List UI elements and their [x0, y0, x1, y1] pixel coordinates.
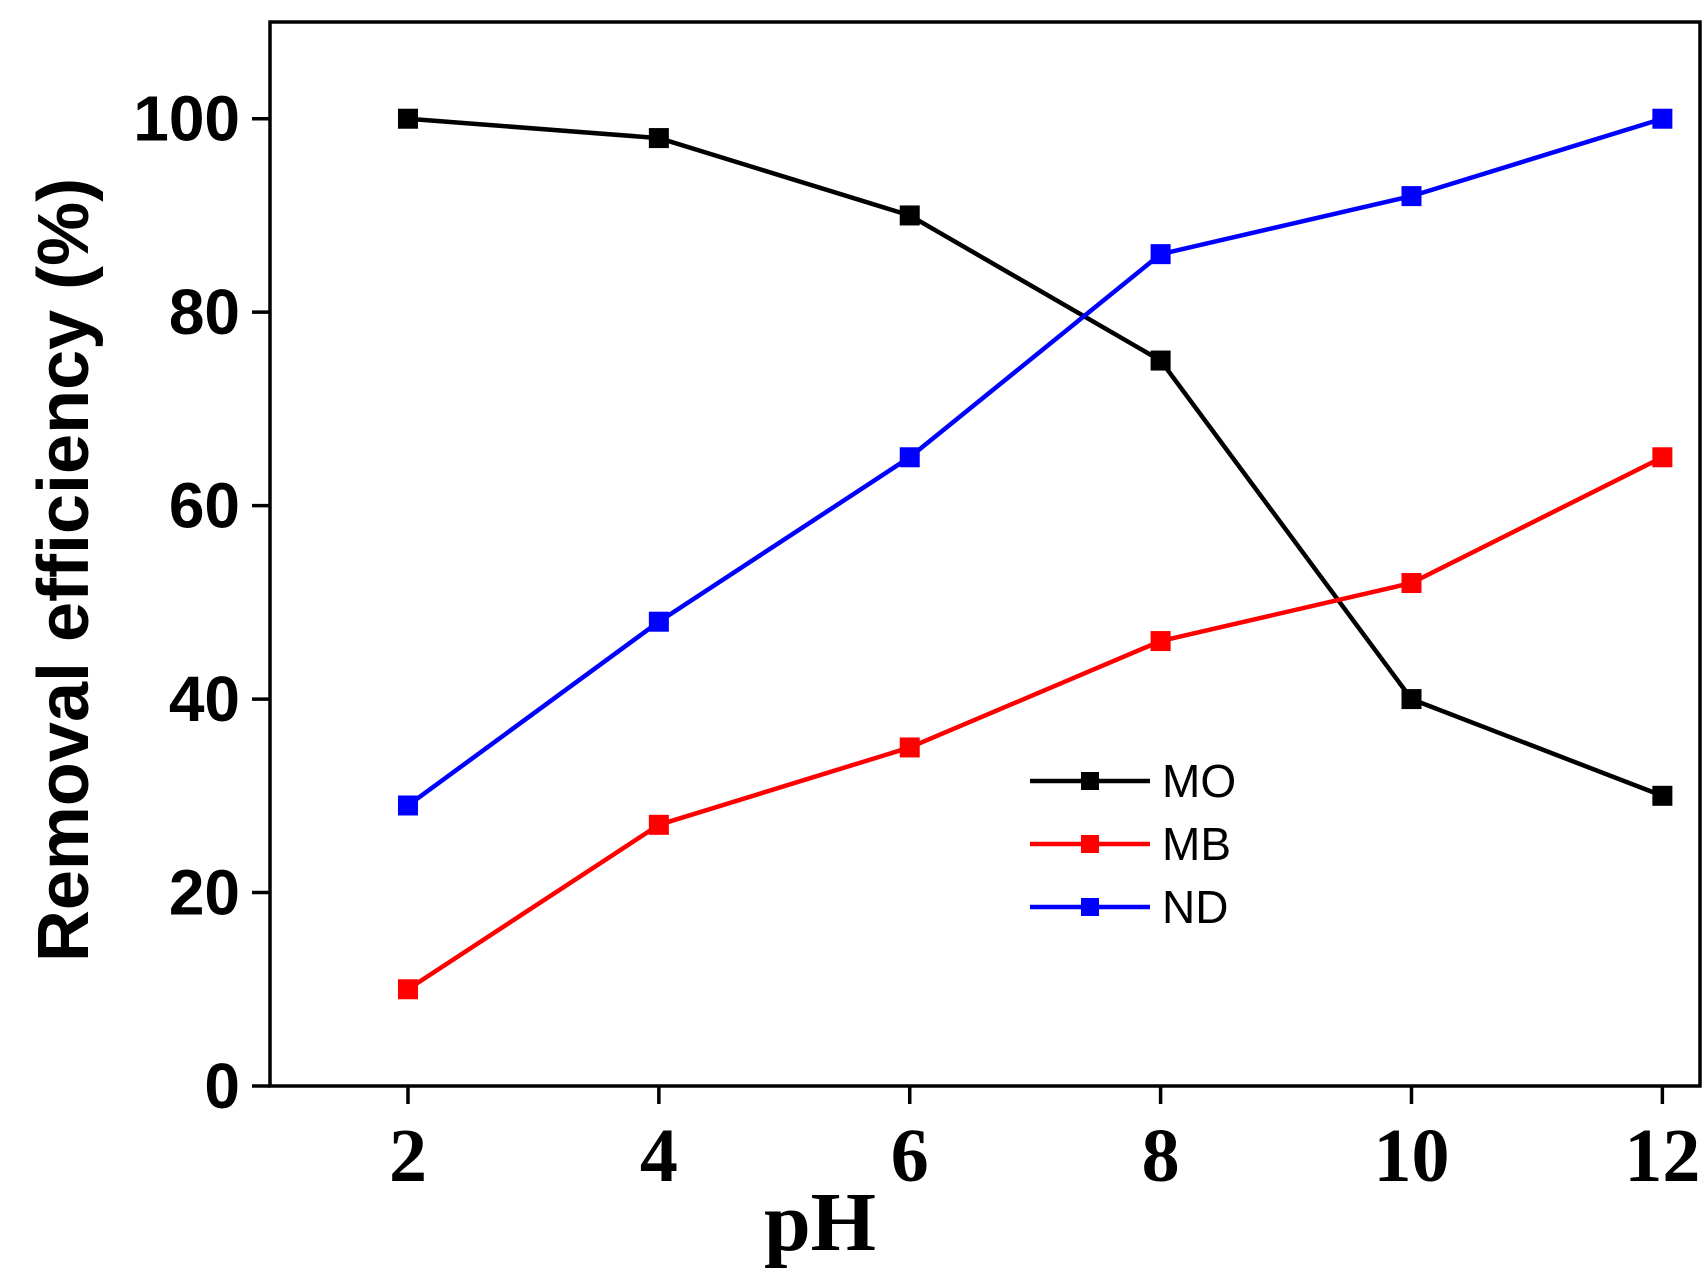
series-nd: [397, 108, 1673, 816]
series-layer: [397, 108, 1673, 1000]
data-point-mo: [1401, 689, 1422, 710]
x-tick-label: 4: [640, 1114, 678, 1198]
y-tick-label: 80: [169, 276, 240, 348]
data-point-mo: [1652, 785, 1673, 806]
legend-label-mo: MO: [1162, 755, 1236, 807]
x-tick-label: 8: [1142, 1114, 1180, 1198]
data-point-nd: [1401, 186, 1422, 207]
y-tick-label: 20: [169, 857, 240, 929]
y-tick-label: 60: [169, 470, 240, 542]
series-line-mo: [407, 116, 1664, 798]
legend-label-mb: MB: [1162, 818, 1231, 870]
x-tick-label: 2: [389, 1114, 427, 1198]
data-point-mo: [648, 128, 669, 149]
y-tick-label: 40: [169, 663, 240, 735]
series-line-mb: [406, 455, 1664, 992]
series-line-nd: [406, 116, 1664, 808]
x-tick-label: 10: [1373, 1114, 1449, 1198]
data-point-mo: [397, 108, 418, 129]
legend: MO MB ND: [1030, 755, 1236, 933]
data-point-mb: [1150, 631, 1171, 652]
x-axis-label: pH: [764, 1176, 876, 1269]
data-point-nd: [1150, 244, 1171, 265]
x-tick-label: 12: [1624, 1114, 1700, 1198]
y-tick-label: 100: [133, 83, 240, 155]
data-point-mb: [1652, 447, 1673, 468]
data-point-nd: [899, 447, 920, 468]
x-tick-label: 6: [891, 1114, 929, 1198]
data-point-mo: [899, 205, 920, 226]
data-point-mo: [1150, 350, 1171, 371]
legend-marker-nd: [1081, 898, 1099, 916]
data-point-nd: [397, 795, 418, 816]
series-mo: [397, 108, 1673, 806]
data-point-nd: [1652, 108, 1673, 129]
data-point-mb: [899, 737, 920, 758]
legend-marker-mb: [1081, 835, 1099, 853]
series-mb: [397, 447, 1673, 1000]
data-point-mb: [648, 814, 669, 835]
data-point-nd: [648, 611, 669, 632]
data-point-mb: [1401, 573, 1422, 594]
y-tick-label: 0: [204, 1050, 240, 1122]
legend-marker-mo: [1081, 772, 1099, 790]
data-point-mb: [397, 979, 418, 1000]
y-axis-label: Removal efficiency (%): [24, 178, 104, 962]
plot-axes: 0 20 40 60 80 100 2 4 6 8 10 12: [133, 20, 1702, 1198]
plot-frame: [268, 20, 1702, 1088]
legend-label-nd: ND: [1162, 881, 1228, 933]
